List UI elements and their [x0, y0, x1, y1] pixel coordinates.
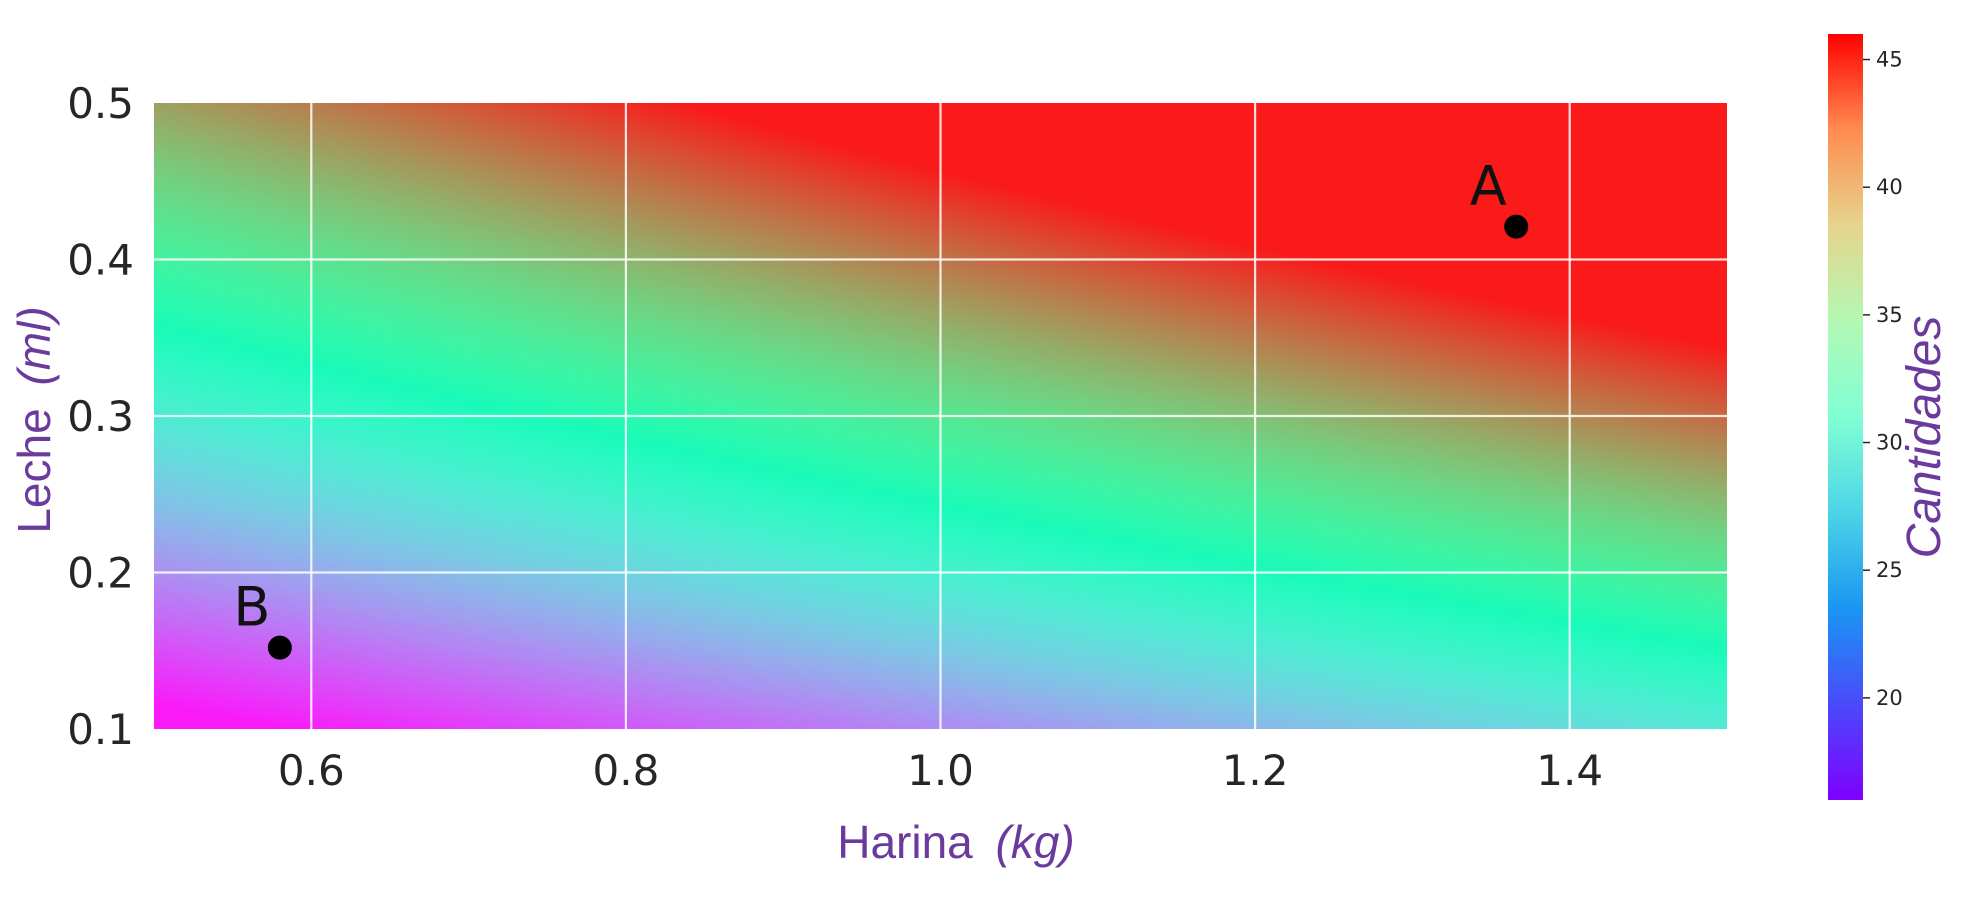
- x-tick-label: 1.2: [1222, 746, 1289, 795]
- data-point-a: [1504, 214, 1529, 239]
- data-point-label-b: B: [233, 576, 270, 639]
- colorbar-tick-label: 20: [1876, 686, 1903, 710]
- x-axis-label-unit: (kg): [996, 816, 1075, 868]
- colorbar-tick-label: 35: [1876, 303, 1903, 327]
- x-tick-label: 0.8: [593, 746, 660, 795]
- y-tick-label: 0.1: [67, 705, 134, 754]
- colorbar: [1828, 34, 1863, 800]
- colorbar-tick-label: 45: [1876, 48, 1903, 72]
- x-tick-label: 1.0: [907, 746, 974, 795]
- grid-lines: [154, 103, 1727, 729]
- colorbar-label: Cantidades: [1898, 316, 1951, 559]
- colorbar-ticks: 20 25 30 35 40 45: [1863, 48, 1903, 710]
- data-point-b: [267, 635, 292, 660]
- data-point-label-a: A: [1470, 155, 1507, 218]
- y-tick-label: 0.2: [67, 549, 134, 598]
- y-tick-label: 0.5: [67, 79, 134, 128]
- y-axis-label: Leche (ml): [8, 306, 60, 533]
- data-points: AB: [233, 155, 1529, 660]
- x-axis-label: Harina (kg): [837, 816, 1075, 868]
- x-tick-label: 1.4: [1536, 746, 1603, 795]
- y-axis-label-text: Leche: [8, 408, 60, 533]
- colorbar-tick-label: 25: [1876, 558, 1903, 582]
- x-axis-label-text: Harina: [837, 816, 973, 868]
- y-axis-ticks: 0.1 0.2 0.3 0.4 0.5: [67, 79, 134, 754]
- colorbar-tick-label: 40: [1876, 175, 1903, 199]
- x-axis-ticks: 0.6 0.8 1.0 1.2 1.4: [278, 746, 1603, 795]
- colorbar-tick-label: 30: [1876, 431, 1903, 455]
- y-tick-label: 0.4: [67, 236, 134, 285]
- y-axis-label-unit: (ml): [8, 306, 60, 385]
- x-tick-label: 0.6: [278, 746, 345, 795]
- y-tick-label: 0.3: [67, 392, 134, 441]
